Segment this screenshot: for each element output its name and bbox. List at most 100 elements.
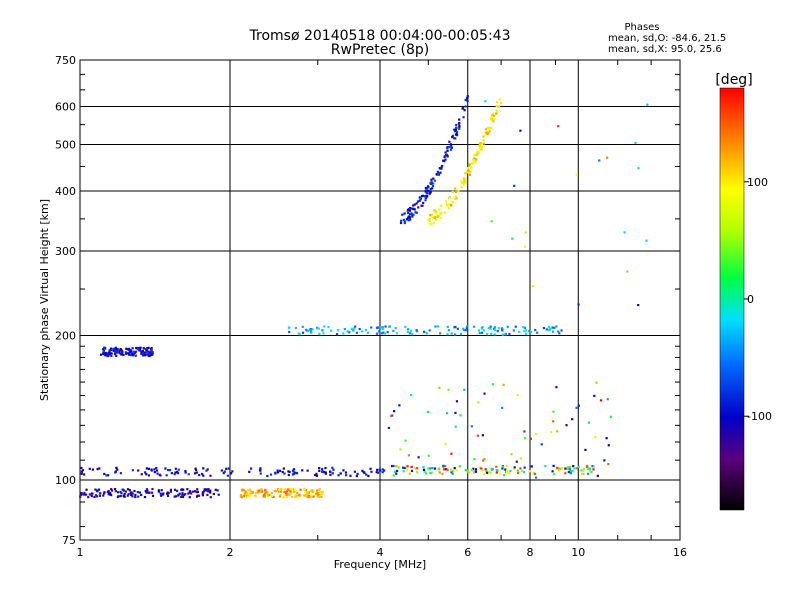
data-point: [504, 332, 507, 336]
data-point: [96, 489, 99, 492]
y-tick-label: 600: [55, 101, 76, 114]
data-point: [569, 470, 572, 473]
data-point: [446, 325, 449, 328]
data-point: [392, 464, 395, 468]
data-point: [190, 492, 193, 495]
data-point: [106, 490, 109, 493]
data-point: [555, 468, 558, 471]
data-point: [116, 468, 119, 471]
colorbar-tick-label: 0: [747, 293, 754, 306]
data-point: [483, 458, 486, 461]
data-point: [468, 173, 472, 176]
data-point: [553, 472, 556, 476]
data-point: [392, 329, 395, 333]
data-point: [294, 471, 297, 474]
data-point: [230, 472, 233, 475]
data-point: [410, 212, 413, 215]
data-point: [314, 492, 318, 495]
data-point: [551, 330, 555, 333]
data-point: [413, 208, 416, 211]
data-point: [129, 349, 132, 352]
data-point: [447, 329, 450, 332]
data-point: [354, 325, 357, 328]
data-point: [110, 348, 113, 352]
data-point: [316, 495, 319, 498]
data-point: [404, 467, 408, 470]
data-point: [487, 131, 490, 134]
data-point: [88, 493, 91, 496]
data-point: [153, 471, 156, 474]
data-point: [466, 95, 469, 98]
data-point: [177, 468, 180, 471]
data-point: [181, 495, 185, 498]
data-point: [468, 172, 471, 175]
data-point: [263, 492, 267, 495]
data-point: [140, 473, 143, 476]
data-point: [524, 231, 527, 234]
data-point: [266, 491, 269, 494]
data-point: [367, 474, 370, 478]
data-point: [557, 125, 560, 128]
data-point: [361, 330, 364, 333]
data-point: [303, 494, 306, 497]
data-point: [605, 437, 608, 440]
data-point: [392, 474, 395, 477]
data-point: [157, 490, 160, 493]
data-point: [524, 329, 528, 332]
data-point: [456, 130, 459, 134]
data-point: [540, 443, 543, 446]
data-point: [310, 489, 314, 492]
data-point: [393, 470, 397, 473]
data-point: [294, 488, 297, 491]
data-point: [558, 332, 561, 335]
data-point: [464, 98, 467, 102]
data-point: [477, 329, 481, 332]
data-point: [139, 346, 142, 349]
data-point: [462, 183, 466, 186]
phases-title: Phases: [624, 22, 659, 33]
data-point: [108, 349, 111, 352]
data-point: [551, 326, 554, 329]
data-point: [457, 190, 460, 193]
data-point: [394, 465, 397, 468]
data-point: [454, 425, 457, 428]
data-point: [449, 468, 453, 471]
data-point: [474, 470, 478, 473]
data-point: [223, 470, 226, 473]
data-point: [149, 350, 152, 354]
data-point: [501, 333, 504, 336]
data-point: [598, 159, 601, 162]
data-point: [519, 129, 522, 132]
data-point: [510, 453, 513, 456]
data-point: [122, 489, 126, 492]
data-point: [145, 349, 149, 352]
data-point: [466, 167, 469, 170]
data-point: [646, 103, 649, 106]
data-point: [438, 471, 441, 474]
data-point: [125, 347, 128, 350]
data-point: [484, 468, 487, 471]
data-point: [464, 177, 467, 180]
data-point: [415, 202, 418, 205]
data-point: [417, 456, 420, 459]
data-point: [431, 471, 434, 474]
data-point: [307, 490, 310, 494]
data-point: [331, 472, 334, 475]
data-point: [535, 432, 538, 436]
data-point: [486, 132, 489, 136]
data-point: [167, 491, 170, 495]
data-point: [599, 399, 603, 402]
data-point: [323, 325, 326, 328]
data-point: [151, 487, 154, 491]
data-point: [228, 467, 231, 470]
data-point: [515, 460, 518, 463]
data-point: [409, 393, 413, 397]
data-point: [96, 468, 99, 471]
data-point: [464, 105, 467, 108]
data-point: [408, 213, 412, 216]
data-point: [128, 351, 131, 355]
data-point: [508, 332, 511, 336]
data-point: [169, 488, 173, 491]
data-point: [561, 467, 564, 470]
data-point: [362, 471, 365, 474]
